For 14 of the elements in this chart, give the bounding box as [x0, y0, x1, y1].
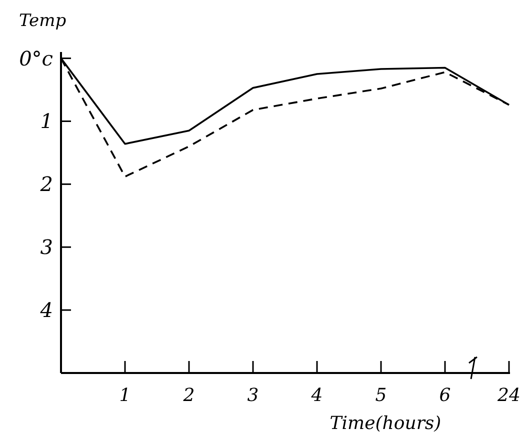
- y-tick-label: 3: [40, 235, 53, 260]
- x-tick-label: 4: [310, 385, 323, 406]
- y-tick-label: 2: [39, 172, 53, 196]
- x-axis-title: Time(hours): [330, 413, 442, 434]
- x-tick-label: 1: [119, 385, 131, 406]
- x-tick-label: 24: [496, 385, 520, 406]
- y-tick-label: 0°c: [19, 46, 53, 70]
- y-tick-label: 1: [40, 109, 53, 134]
- x-tick-label: 6: [439, 385, 451, 406]
- x-tick-label: 5: [375, 385, 387, 406]
- x-tick-label: 3: [247, 385, 259, 406]
- y-tick-label: 4: [39, 298, 53, 322]
- y-axis-title: Temp: [19, 11, 66, 31]
- x-tick-label: 2: [182, 385, 195, 406]
